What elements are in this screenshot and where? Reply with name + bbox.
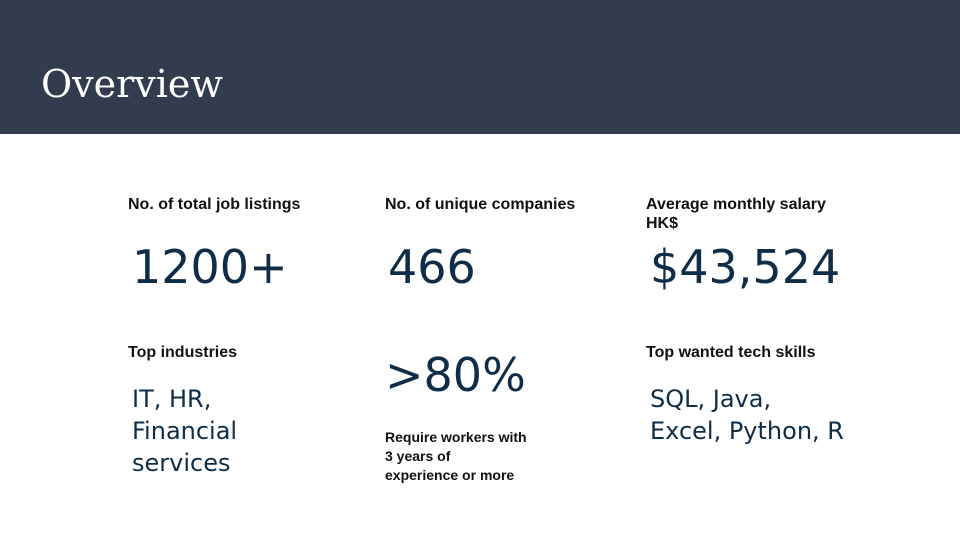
listings-label: No. of total job listings bbox=[128, 196, 301, 213]
skills-label: Top wanted tech skills bbox=[646, 344, 816, 361]
experience-value: >80% bbox=[385, 348, 526, 402]
skills-value-line: SQL, Java, bbox=[650, 385, 772, 413]
industries-value-line: IT, HR, bbox=[132, 385, 212, 413]
industries-value: IT, HR, Financial services bbox=[132, 383, 237, 479]
industries-label: Top industries bbox=[128, 344, 238, 361]
slide-title: Overview bbox=[41, 62, 223, 106]
salary-label-line: HK$ bbox=[646, 215, 679, 232]
salary-value: $43,524 bbox=[650, 240, 841, 294]
salary-label-line: Average monthly salary bbox=[646, 196, 826, 213]
experience-caption: Require workers with 3 years of experien… bbox=[385, 428, 527, 485]
salary-label: Average monthly salary HK$ bbox=[646, 195, 826, 233]
title-bar: Overview bbox=[0, 0, 960, 134]
industries-value-line: services bbox=[132, 449, 231, 477]
companies-value: 466 bbox=[388, 240, 476, 294]
experience-caption-line: 3 years of bbox=[385, 448, 451, 464]
experience-caption-line: Require workers with bbox=[385, 429, 527, 445]
skills-value: SQL, Java, Excel, Python, R bbox=[650, 383, 844, 447]
listings-value: 1200+ bbox=[132, 240, 288, 294]
companies-label: No. of unique companies bbox=[385, 196, 576, 213]
experience-caption-line: experience or more bbox=[385, 467, 515, 483]
skills-value-line: Excel, Python, R bbox=[650, 417, 844, 445]
industries-value-line: Financial bbox=[132, 417, 238, 445]
